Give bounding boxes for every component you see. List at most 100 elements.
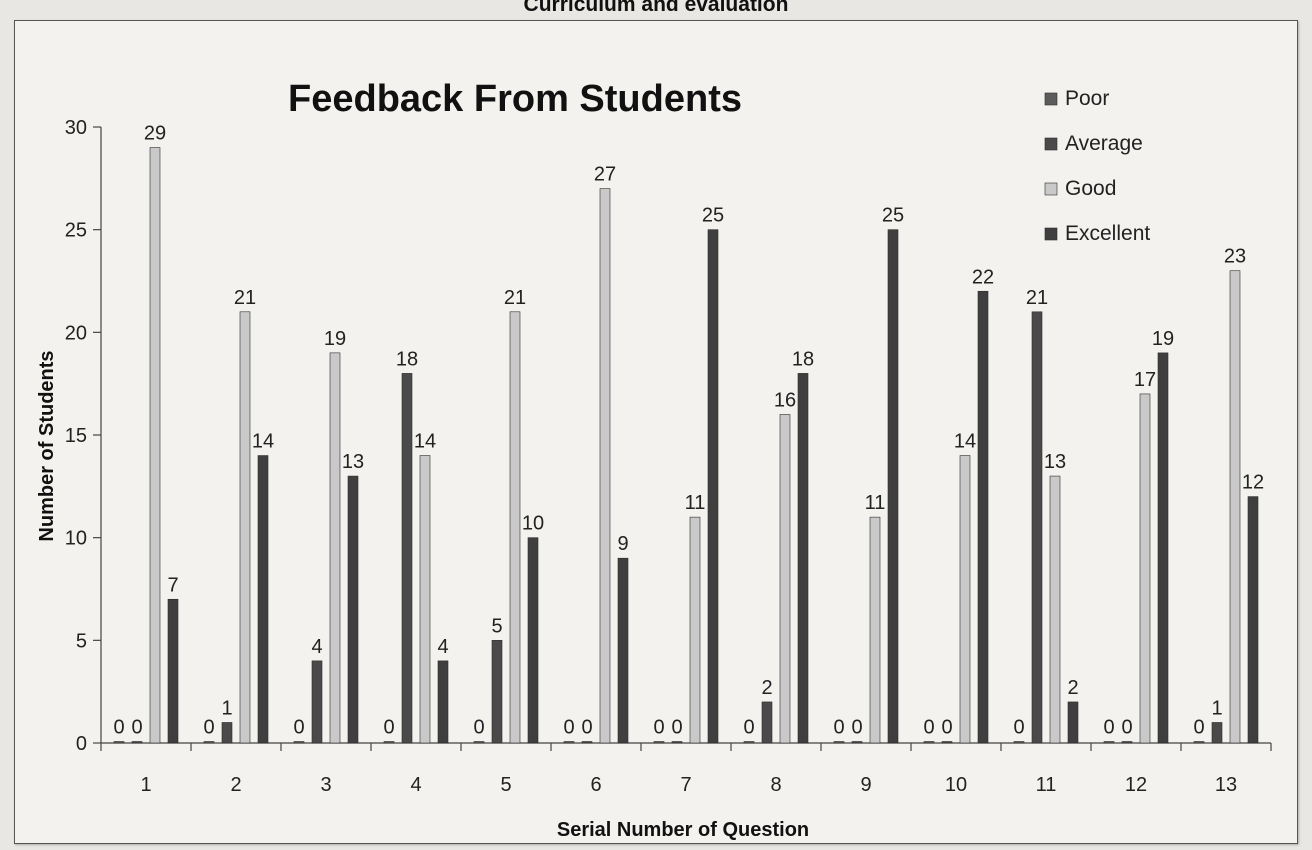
bar-excellent: [887, 229, 899, 744]
data-label-poor: 0: [563, 717, 574, 739]
bar-excellent: [257, 455, 269, 744]
data-label-poor: 0: [743, 717, 754, 739]
bar-excellent: [1067, 701, 1079, 744]
bar-poor: [743, 741, 755, 744]
data-label-poor: 0: [1103, 717, 1114, 739]
bar-good: [689, 516, 701, 744]
x-tick-label: 8: [770, 774, 781, 796]
x-tick-label: 9: [860, 774, 871, 796]
bar-good: [239, 311, 251, 744]
x-axis-title: Serial Number of Question: [557, 819, 809, 841]
data-label-excellent: 10: [522, 513, 544, 535]
bar-excellent: [707, 229, 719, 744]
bar-good: [419, 455, 431, 744]
y-tick-label: 30: [65, 117, 87, 139]
data-label-average: 0: [941, 717, 952, 739]
y-tick-label: 25: [65, 220, 87, 242]
y-tick-label: 5: [76, 630, 87, 652]
x-tick-label: 12: [1125, 774, 1147, 796]
data-label-good: 21: [234, 287, 256, 309]
bar-average: [1031, 311, 1043, 744]
bar-good: [149, 147, 161, 744]
bar-excellent: [437, 660, 449, 744]
data-label-excellent: 14: [252, 431, 274, 453]
bar-average: [491, 640, 503, 744]
bar-good: [1049, 475, 1061, 744]
x-tick-label: 13: [1215, 774, 1237, 796]
bar-excellent: [167, 598, 179, 744]
data-label-good: 11: [865, 492, 886, 514]
bar-poor: [113, 741, 125, 744]
data-label-poor: 0: [113, 717, 124, 739]
bar-poor: [473, 741, 485, 744]
bar-average: [221, 722, 233, 744]
data-label-poor: 0: [1193, 717, 1204, 739]
data-label-average: 0: [1121, 717, 1132, 739]
chart-bars: [113, 147, 1259, 744]
data-label-average: 5: [491, 615, 502, 637]
data-label-average: 1: [1211, 697, 1222, 719]
bar-good: [869, 516, 881, 744]
legend-swatch-good: [1044, 182, 1058, 196]
bar-poor: [563, 741, 575, 744]
y-tick-label: 20: [65, 322, 87, 344]
data-label-poor: 0: [923, 717, 934, 739]
y-tick-label: 0: [76, 733, 87, 755]
chart-title: Feedback From Students: [288, 78, 742, 120]
data-label-average: 2: [761, 677, 772, 699]
chart-legend: Poor Average Good Excellent: [1044, 87, 1150, 245]
data-label-excellent: 12: [1242, 472, 1264, 494]
x-tick-label: 6: [590, 774, 601, 796]
bar-poor: [293, 741, 305, 744]
data-label-average: 18: [396, 348, 418, 370]
data-label-average: 0: [581, 717, 592, 739]
data-label-average: 21: [1026, 287, 1048, 309]
bar-excellent: [347, 475, 359, 744]
bar-average: [671, 741, 683, 744]
data-label-poor: 0: [383, 717, 394, 739]
bar-poor: [383, 741, 395, 744]
data-label-good: 19: [324, 328, 346, 350]
legend-swatch-average: [1044, 137, 1058, 151]
legend-label-poor: Poor: [1065, 87, 1109, 110]
chart-frame: Feedback From Students Number of Student…: [14, 20, 1298, 844]
data-label-excellent: 2: [1067, 677, 1078, 699]
data-label-good: 13: [1044, 451, 1066, 473]
bar-excellent: [797, 373, 809, 744]
y-tick-label: 10: [65, 528, 87, 550]
y-axis-title: Number of Students: [36, 350, 58, 541]
data-label-average: 1: [221, 697, 232, 719]
data-label-excellent: 19: [1152, 328, 1174, 350]
x-tick-label: 2: [230, 774, 241, 796]
data-label-excellent: 18: [792, 348, 814, 370]
data-label-good: 27: [594, 164, 616, 186]
bar-excellent: [1157, 352, 1169, 744]
data-label-excellent: 22: [972, 266, 994, 288]
data-label-excellent: 25: [702, 205, 724, 227]
y-tick-label: 15: [65, 425, 87, 447]
data-label-good: 17: [1134, 369, 1156, 391]
data-label-excellent: 9: [617, 533, 628, 555]
data-label-poor: 0: [833, 717, 844, 739]
bar-excellent: [977, 290, 989, 744]
data-label-poor: 0: [203, 717, 214, 739]
bar-good: [959, 455, 971, 744]
data-label-average: 0: [131, 717, 142, 739]
data-label-poor: 0: [293, 717, 304, 739]
bar-good: [509, 311, 521, 744]
legend-swatch-excellent: [1044, 227, 1058, 241]
bar-poor: [1193, 741, 1205, 744]
x-tick-label: 5: [500, 774, 511, 796]
bar-good: [329, 352, 341, 744]
data-label-poor: 0: [473, 717, 484, 739]
x-tick-label: 1: [140, 774, 151, 796]
bar-poor: [923, 741, 935, 744]
bar-average: [941, 741, 953, 744]
data-label-average: 0: [671, 717, 682, 739]
x-tick-label: 7: [680, 774, 691, 796]
data-label-excellent: 7: [167, 574, 178, 596]
data-label-poor: 0: [653, 717, 664, 739]
bar-good: [1139, 393, 1151, 744]
